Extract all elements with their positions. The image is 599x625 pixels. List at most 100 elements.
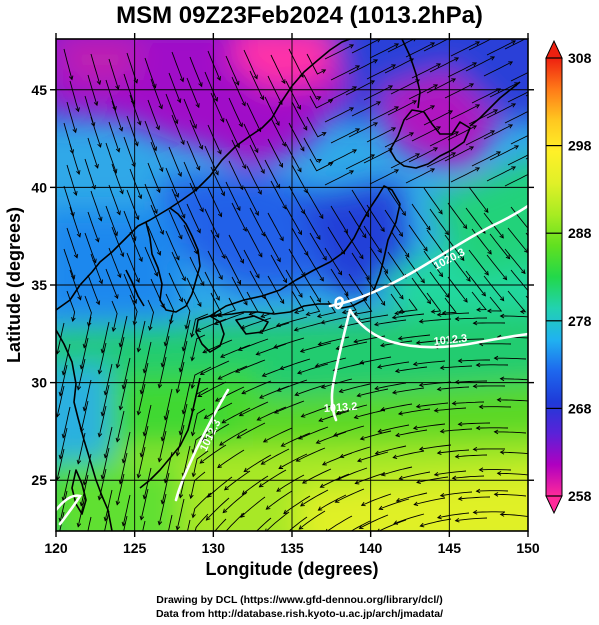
streamline bbox=[468, 109, 498, 125]
streamline bbox=[489, 233, 510, 259]
streamline-arrowhead bbox=[359, 360, 365, 365]
streamline bbox=[396, 492, 428, 502]
streamline bbox=[168, 272, 183, 302]
streamline bbox=[104, 489, 113, 521]
streamline-arrowhead bbox=[303, 188, 308, 194]
streamline-arrowhead bbox=[243, 300, 248, 306]
streamline-arrowhead bbox=[433, 84, 439, 89]
streamline-arrowhead bbox=[282, 278, 287, 284]
streamline bbox=[104, 426, 113, 458]
streamline-arrowhead bbox=[374, 450, 380, 456]
streamline-arrowhead bbox=[175, 388, 181, 394]
streamline-arrowhead bbox=[72, 128, 77, 134]
streamline-arrowhead bbox=[365, 275, 370, 281]
streamline-arrowhead bbox=[298, 525, 304, 530]
streamline-arrowhead bbox=[157, 457, 163, 463]
streamline-arrowhead bbox=[484, 208, 489, 213]
streamline bbox=[190, 471, 206, 499]
streamline bbox=[129, 168, 142, 199]
streamline-arrowhead bbox=[153, 209, 158, 215]
streamline bbox=[390, 153, 420, 169]
streamline bbox=[452, 475, 485, 479]
streamline-arrowhead bbox=[394, 368, 400, 374]
colorbar-tick-label: 308 bbox=[568, 50, 592, 66]
streamline bbox=[63, 48, 73, 80]
streamline bbox=[324, 170, 354, 186]
streamline-arrowhead bbox=[276, 387, 282, 392]
streamline bbox=[249, 70, 264, 100]
streamline-arrowhead bbox=[297, 435, 303, 440]
streamline-arrowhead bbox=[457, 358, 463, 364]
streamline bbox=[429, 131, 459, 147]
streamline-arrowhead bbox=[98, 216, 103, 222]
streamline bbox=[486, 254, 507, 280]
streamline bbox=[381, 466, 413, 476]
streamline-arrowhead bbox=[383, 269, 389, 274]
streamline-arrowhead bbox=[499, 233, 504, 239]
streamline-arrowhead bbox=[96, 80, 102, 86]
streamline bbox=[377, 361, 410, 368]
streamline bbox=[243, 454, 272, 472]
streamline-arrowhead bbox=[75, 107, 80, 113]
streamline bbox=[270, 117, 286, 147]
colorbar-tick-label: 288 bbox=[568, 225, 592, 241]
streamline bbox=[300, 489, 329, 507]
streamline bbox=[197, 381, 227, 397]
streamline bbox=[414, 497, 446, 506]
streamline bbox=[455, 454, 488, 458]
streamline-arrowhead bbox=[221, 419, 227, 424]
streamline-arrowhead bbox=[392, 454, 398, 460]
streamline-arrowhead bbox=[454, 316, 460, 322]
streamline-arrowhead bbox=[253, 74, 258, 80]
coastline-hokkaido bbox=[389, 109, 471, 169]
y-tick-label: 25 bbox=[31, 472, 47, 488]
streamline-arrowhead bbox=[203, 414, 209, 419]
streamline bbox=[144, 183, 158, 214]
streamline-arrowhead bbox=[177, 172, 182, 177]
y-tick-label: 45 bbox=[31, 82, 47, 98]
streamline-arrowhead bbox=[476, 307, 481, 313]
streamline bbox=[221, 407, 251, 424]
streamline-arrowhead bbox=[76, 170, 81, 176]
streamline bbox=[80, 400, 89, 432]
streamline bbox=[504, 110, 528, 124]
streamline-arrowhead bbox=[293, 309, 299, 315]
streamline-arrowhead bbox=[155, 125, 160, 131]
streamline bbox=[315, 357, 347, 367]
streamline bbox=[259, 469, 287, 488]
streamline bbox=[104, 363, 113, 395]
streamline-arrowhead bbox=[397, 336, 403, 341]
streamline-arrowhead bbox=[180, 140, 185, 146]
streamline-arrowhead bbox=[134, 141, 139, 147]
streamline bbox=[105, 142, 117, 173]
streamline bbox=[123, 210, 136, 241]
streamline bbox=[363, 85, 393, 101]
streamline-arrowhead bbox=[337, 270, 343, 276]
streamline bbox=[419, 444, 452, 450]
streamline bbox=[119, 452, 128, 484]
streamline-arrowhead bbox=[359, 435, 365, 441]
streamline bbox=[337, 467, 368, 481]
streamline bbox=[63, 248, 75, 279]
streamline-arrowhead bbox=[487, 249, 492, 255]
streamline bbox=[306, 253, 324, 282]
streamline-arrowhead bbox=[438, 209, 443, 215]
streamline-arrowhead bbox=[197, 302, 202, 308]
streamline bbox=[351, 252, 370, 280]
streamline-arrowhead bbox=[493, 109, 499, 114]
streamline-arrowhead bbox=[353, 414, 359, 420]
streamline-arrowhead bbox=[496, 397, 502, 403]
streamline-arrowhead bbox=[349, 170, 355, 175]
streamline bbox=[108, 58, 119, 90]
streamline bbox=[291, 290, 305, 314]
streamline-arrowhead bbox=[378, 505, 384, 511]
streamline-arrowhead bbox=[201, 436, 207, 442]
streamline bbox=[504, 39, 526, 50]
streamline-arrowhead bbox=[195, 103, 200, 109]
streamline-arrowhead bbox=[278, 464, 284, 469]
streamline-arrowhead bbox=[317, 506, 323, 511]
streamline bbox=[298, 426, 329, 440]
streamline bbox=[348, 122, 378, 138]
streamline-arrowhead bbox=[283, 509, 288, 515]
streamline bbox=[116, 410, 125, 442]
